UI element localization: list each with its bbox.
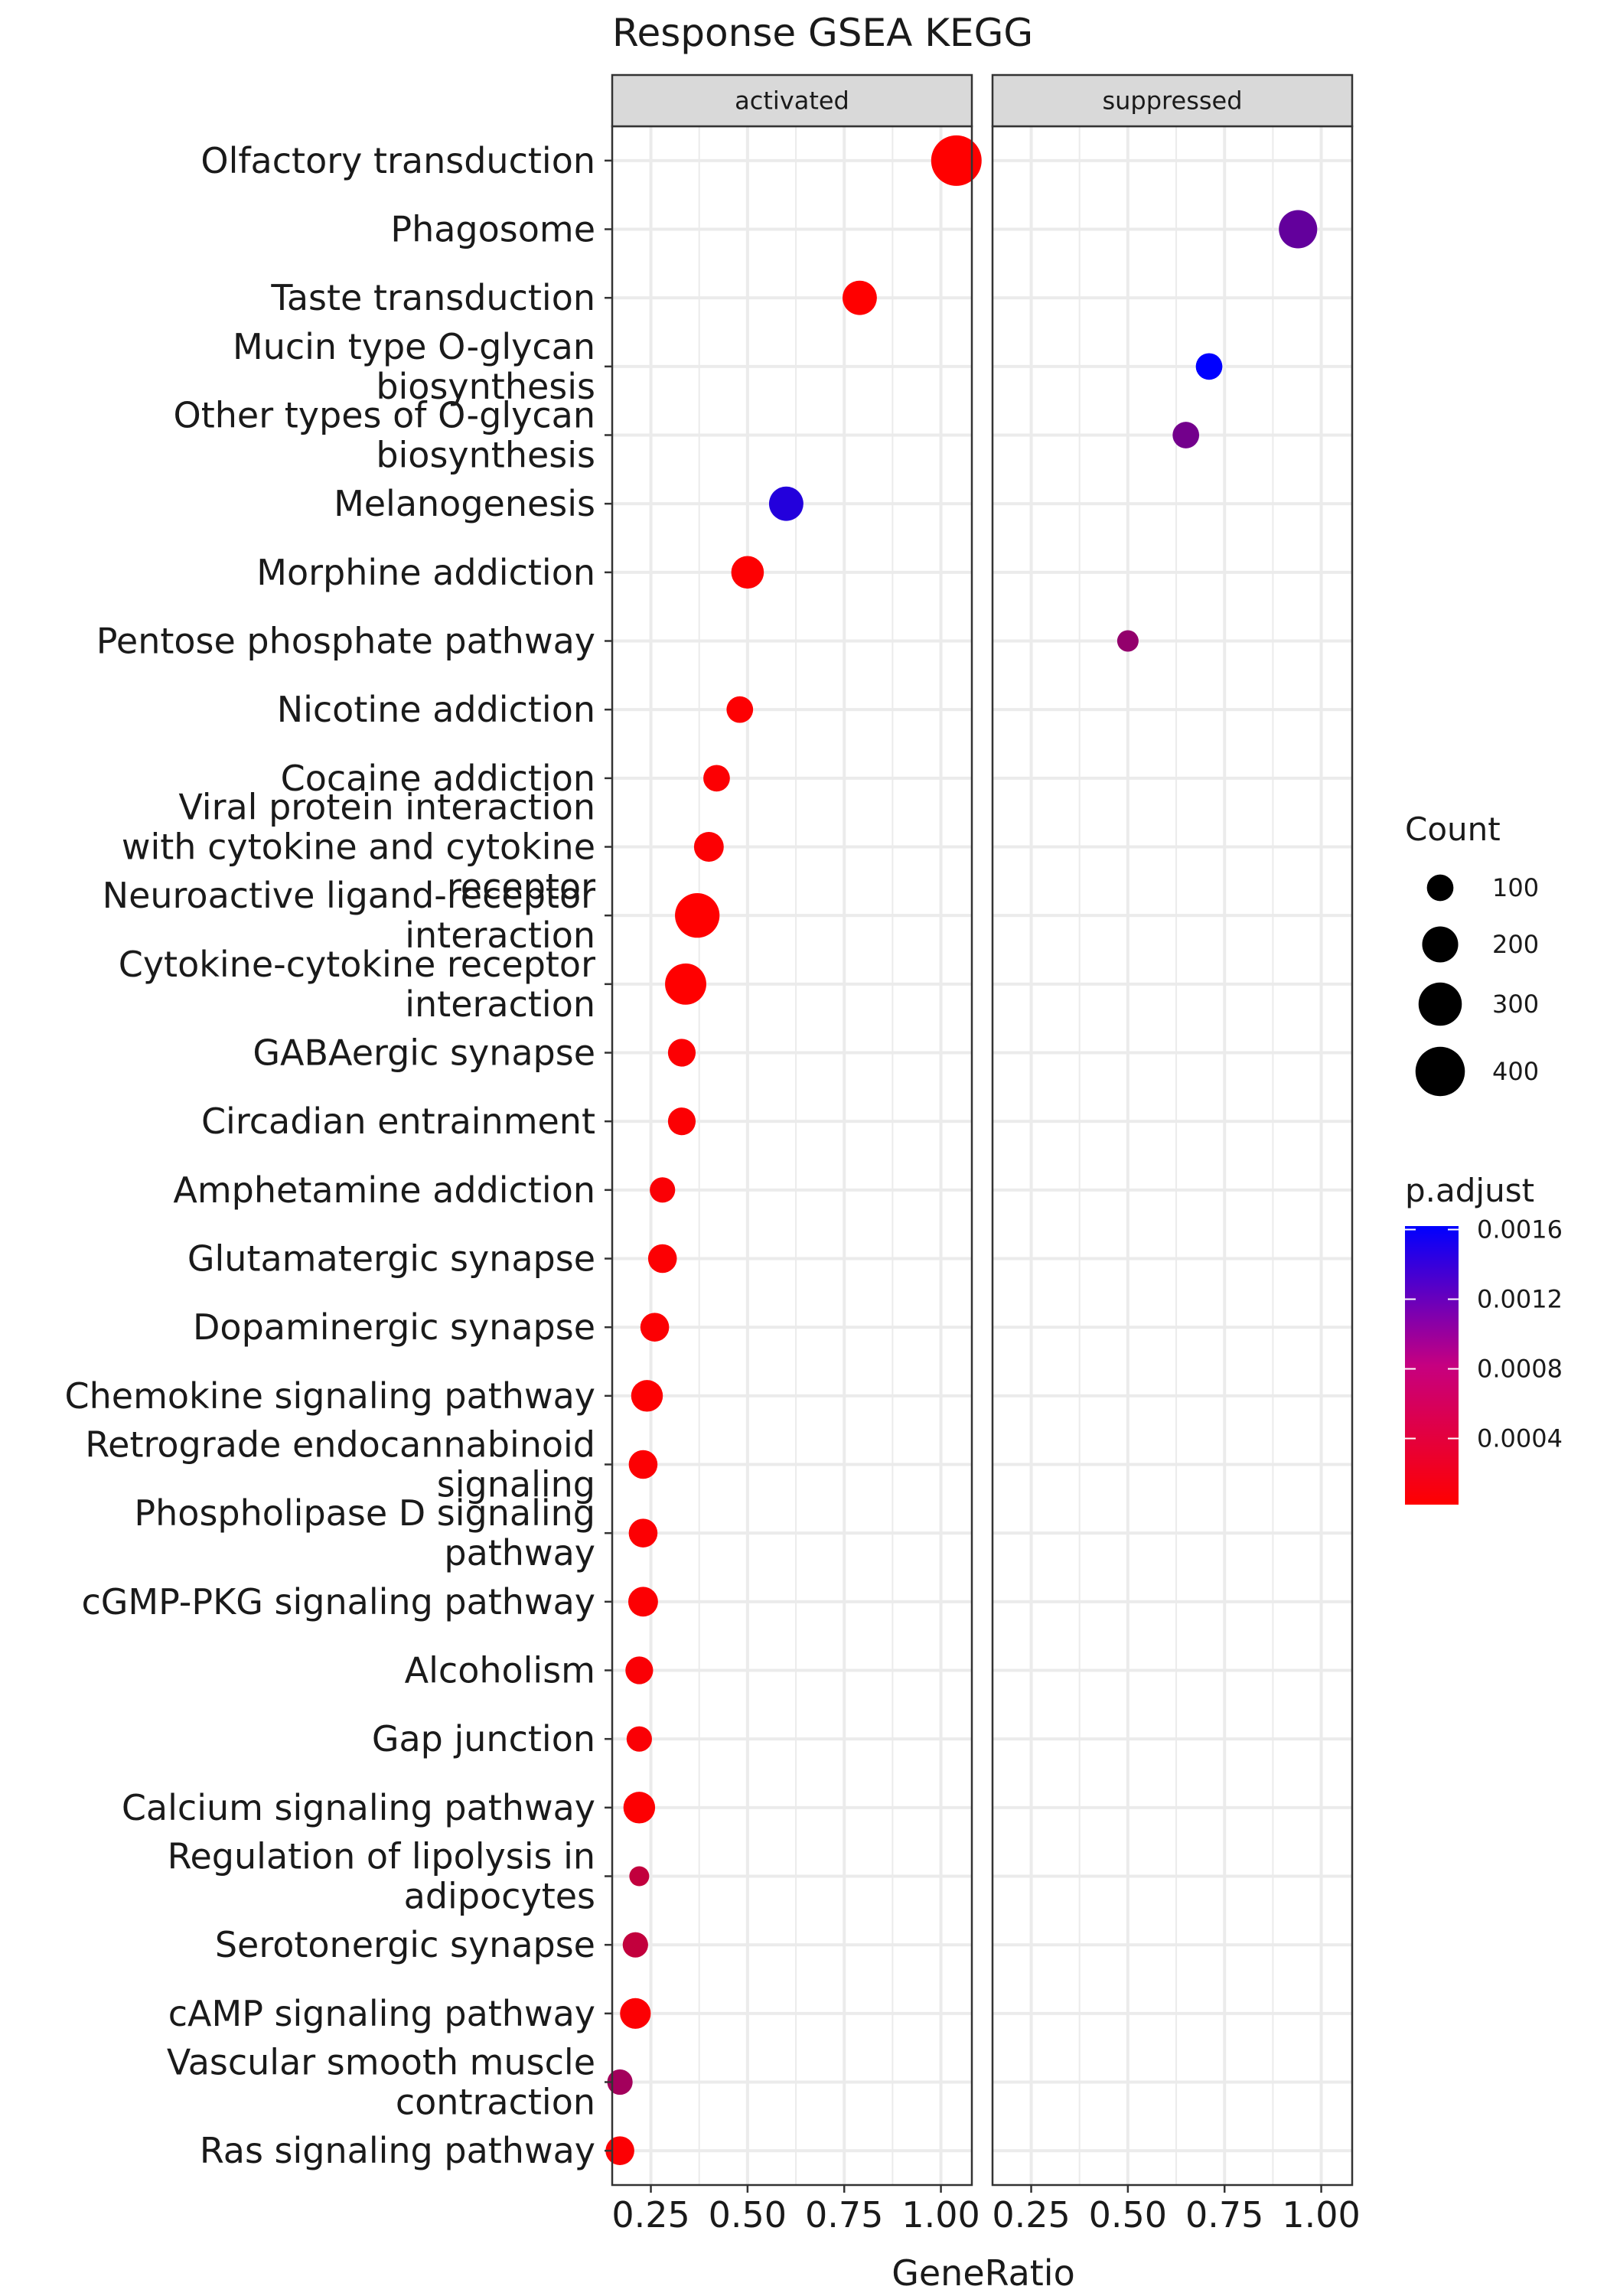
data-point — [1195, 353, 1223, 380]
count-legend-title: Count — [1405, 810, 1501, 848]
data-point — [626, 1726, 652, 1752]
y-tick-label: Regulation of lipolysis in adipocytes — [168, 1836, 595, 1917]
x-tick-label: 0.25 — [992, 2194, 1070, 2236]
x-tick-label: 1.00 — [901, 2194, 980, 2236]
count-legend-key — [1426, 874, 1454, 902]
facet-panels: activated 0.25 0.50 0.75 1.00 suppressed 0.25 0… — [605, 73, 1361, 2236]
count-legend: Count 100 200 300 400 — [1405, 810, 1539, 1097]
y-tick-label: Melanogenesis — [334, 483, 595, 524]
y-tick-label: Cytokine-cytokine receptor interaction — [119, 944, 595, 1025]
x-tick-label: 0.25 — [611, 2194, 689, 2236]
y-tick-label: GABAergic synapse — [253, 1032, 595, 1074]
data-point — [640, 1313, 670, 1342]
count-legend-label: 200 — [1492, 930, 1539, 959]
y-tick-label: Other types of O-glycan biosynthesis — [174, 395, 595, 476]
y-tick-label: Phagosome — [390, 209, 595, 250]
data-point — [675, 893, 720, 938]
y-tick-label: Chemokine signaling pathway — [65, 1375, 595, 1417]
data-point — [667, 1039, 696, 1067]
data-point — [627, 1587, 658, 1617]
x-tick-label: 0.75 — [1185, 2194, 1263, 2236]
y-tick-label: Glutamatergic synapse — [187, 1238, 595, 1280]
x-tick-label: 0.50 — [1089, 2194, 1167, 2236]
data-point — [665, 963, 706, 1005]
y-tick-label: Calcium signaling pathway — [122, 1787, 595, 1828]
y-tick-label: cGMP-PKG signaling pathway — [81, 1581, 595, 1623]
data-point — [693, 832, 724, 862]
p-adjust-legend-label: 0.0004 — [1477, 1424, 1563, 1453]
data-point — [622, 1932, 648, 1958]
data-point — [620, 1998, 651, 2029]
data-point — [667, 1107, 696, 1136]
y-tick-label: Viral protein interaction with cytokine a… — [122, 787, 595, 908]
data-point — [726, 696, 754, 723]
y-tick-label: Retrograde endocannabinoid signaling — [85, 1424, 595, 1505]
y-tick-label: Olfactory transduction — [200, 140, 595, 181]
data-point — [628, 1518, 658, 1548]
p-adjust-legend-label: 0.0012 — [1477, 1285, 1563, 1314]
panel-background — [612, 126, 972, 2185]
y-tick-label: Morphine addiction — [256, 552, 595, 593]
count-legend-key — [1415, 1046, 1465, 1097]
p-adjust-colorbar — [1405, 1226, 1459, 1505]
count-legend-label: 300 — [1492, 990, 1539, 1019]
y-tick-label: Phospholipase D signaling pathway — [134, 1492, 595, 1574]
facet-panel-suppressed: suppressed 0.25 0.50 0.75 1.00 — [991, 73, 1361, 2236]
data-point — [629, 1866, 650, 1887]
p-adjust-legend: p.adjust 0.0004 0.0008 0.0012 0.0016 — [1405, 1172, 1563, 1505]
data-point — [703, 765, 730, 792]
y-tick-label: Pentose phosphate pathway — [96, 621, 595, 662]
chart-title: Response GSEA KEGG — [612, 11, 1033, 55]
facet-strip-label: suppressed — [1102, 86, 1242, 116]
facet-strip — [991, 73, 1354, 128]
y-axis-labels: Olfactory transduction Phagosome Taste tra… — [65, 140, 612, 2171]
y-tick-label: Gap junction — [372, 1718, 595, 1760]
y-tick-label: Amphetamine addiction — [173, 1169, 595, 1211]
count-legend-key — [1422, 926, 1459, 963]
x-tick-label: 0.75 — [805, 2194, 883, 2236]
x-tick-label: 1.00 — [1282, 2194, 1360, 2236]
y-tick-label: Vascular smooth muscle contraction — [167, 2042, 595, 2123]
data-point — [631, 1380, 663, 1412]
data-point — [842, 280, 877, 315]
y-tick-label: Nicotine addiction — [277, 689, 595, 730]
facet-strip-label: activated — [735, 86, 849, 116]
data-point — [1172, 422, 1200, 448]
p-adjust-legend-title: p.adjust — [1405, 1172, 1534, 1209]
data-point — [623, 1792, 656, 1824]
panel-background — [993, 126, 1352, 2185]
y-tick-label: Mucin type O-glycan biosynthesis — [233, 326, 595, 407]
data-point — [1116, 630, 1139, 652]
data-point — [931, 135, 982, 186]
data-point — [768, 486, 804, 521]
count-legend-key — [1418, 982, 1462, 1026]
p-adjust-legend-label: 0.0016 — [1477, 1215, 1563, 1244]
count-legend-label: 400 — [1492, 1057, 1539, 1086]
x-tick-label: 0.50 — [709, 2194, 787, 2236]
y-tick-label: Dopaminergic synapse — [193, 1306, 595, 1348]
data-point — [731, 556, 764, 589]
y-tick-label: Ras signaling pathway — [200, 2130, 595, 2171]
p-adjust-legend-label: 0.0008 — [1477, 1355, 1563, 1384]
data-point — [647, 1244, 677, 1274]
data-point — [1279, 210, 1318, 249]
facet-panel-activated: activated 0.25 0.50 0.75 1.00 — [605, 73, 982, 2236]
x-axis-title: GeneRatio — [892, 2252, 1075, 2294]
count-legend-label: 100 — [1492, 873, 1539, 902]
y-tick-label: Alcoholism — [405, 1650, 595, 1691]
y-tick-label: Circadian entrainment — [201, 1101, 595, 1142]
y-tick-label: Neuroactive ligand-receptor interaction — [103, 875, 595, 956]
facet-strip — [611, 73, 973, 128]
data-point — [607, 2069, 633, 2095]
y-tick-label: Cocaine addiction — [281, 758, 595, 799]
data-point — [628, 1450, 658, 1479]
data-point — [650, 1177, 676, 1203]
y-tick-label: Taste transduction — [270, 277, 595, 318]
data-point — [625, 1656, 654, 1684]
y-tick-label: Serotonergic synapse — [215, 1924, 595, 1965]
y-tick-label: cAMP signaling pathway — [168, 1993, 595, 2034]
